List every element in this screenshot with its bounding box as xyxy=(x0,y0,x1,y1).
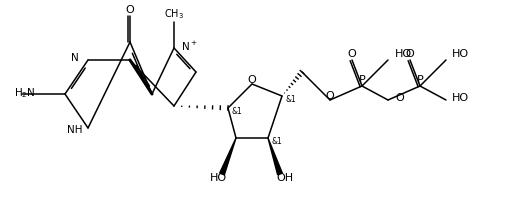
Text: O: O xyxy=(126,5,134,15)
Text: CH$_3$: CH$_3$ xyxy=(164,7,184,21)
Text: &1: &1 xyxy=(272,137,283,146)
Text: P: P xyxy=(359,75,365,85)
Text: HO: HO xyxy=(452,93,469,103)
Polygon shape xyxy=(268,138,282,175)
Text: O: O xyxy=(395,93,404,103)
Text: N$^+$: N$^+$ xyxy=(181,40,198,53)
Text: O: O xyxy=(406,49,414,59)
Text: H$_2$N: H$_2$N xyxy=(14,86,35,100)
Text: O: O xyxy=(348,49,357,59)
Text: OH: OH xyxy=(277,173,293,183)
Polygon shape xyxy=(220,138,236,175)
Text: HO: HO xyxy=(209,173,227,183)
Text: &1: &1 xyxy=(286,95,296,104)
Text: P: P xyxy=(417,75,423,85)
Text: O: O xyxy=(326,91,335,101)
Text: N: N xyxy=(71,53,79,63)
Text: HO: HO xyxy=(395,49,412,59)
Text: &1: &1 xyxy=(232,108,243,116)
Text: HO: HO xyxy=(452,49,469,59)
Text: NH: NH xyxy=(66,125,82,135)
Text: O: O xyxy=(247,75,256,85)
